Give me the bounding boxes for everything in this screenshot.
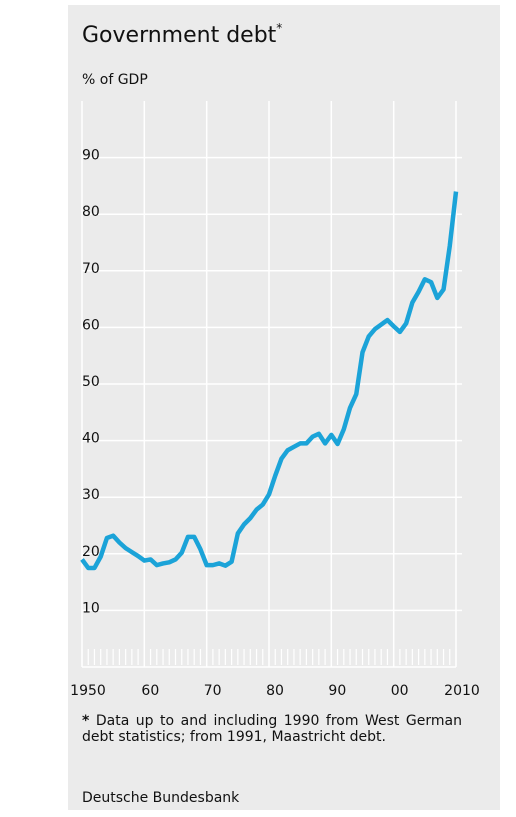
- y-tick-label: 10: [82, 600, 100, 616]
- y-axis-label: % of GDP: [82, 72, 148, 88]
- title-text: Government debt: [82, 23, 277, 48]
- y-tick-label: 40: [82, 431, 100, 447]
- x-tick-label: 00: [391, 683, 409, 699]
- title-marker: *: [276, 21, 282, 35]
- y-tick-label: 50: [82, 374, 100, 390]
- y-tick-label: 80: [82, 204, 100, 220]
- x-tick-label: 60: [141, 683, 159, 699]
- panel: [68, 5, 500, 810]
- footnote: * Data up to and including 1990 from Wes…: [82, 713, 462, 745]
- y-tick-label: 70: [82, 261, 100, 277]
- x-tick-label: 1950: [70, 683, 106, 699]
- footnote-text: Data up to and including 1990 from West …: [82, 713, 462, 745]
- y-tick-label: 90: [82, 148, 100, 164]
- footnote-marker: *: [82, 713, 90, 729]
- x-tick-label: 90: [328, 683, 346, 699]
- x-tick-label: 70: [204, 683, 222, 699]
- source: Deutsche Bundesbank: [82, 790, 240, 806]
- chart: Government debt* % of GDP 10 20 30 40 50 60 70…: [70, 21, 480, 700]
- y-tick-label: 30: [82, 487, 100, 503]
- y-tick-label: 60: [82, 317, 100, 333]
- y-tick-label: 20: [82, 544, 100, 560]
- chart-title: Government debt*: [82, 21, 282, 49]
- line: [80, 191, 459, 571]
- x-tick-label: 80: [266, 683, 284, 699]
- x-tick-label: 2010: [444, 683, 480, 699]
